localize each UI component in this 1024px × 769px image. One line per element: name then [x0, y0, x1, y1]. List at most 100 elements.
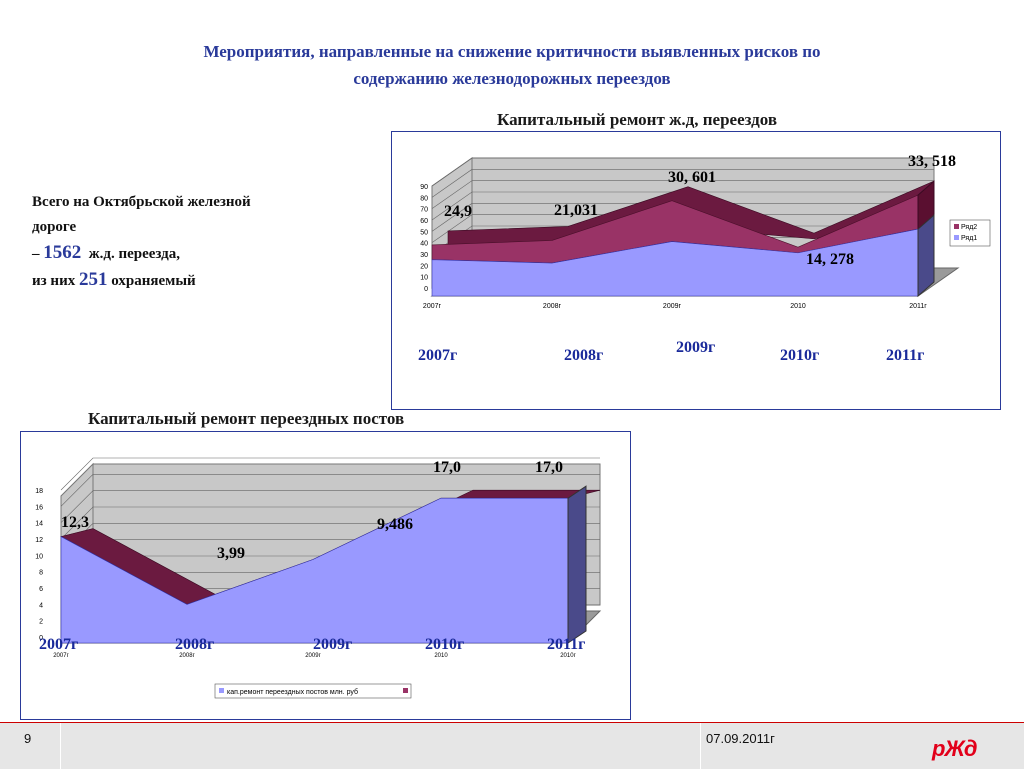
chart1-gridline: [431, 191, 934, 221]
chart2-legend-box: [214, 683, 412, 699]
summary-line4-prefix: из них: [32, 273, 79, 289]
chart2-y-tick: 4: [39, 602, 43, 609]
chart2-gridline: [60, 474, 600, 507]
chart1-y-tick: 50: [420, 229, 428, 236]
chart2-x-tick: 2007г: [53, 653, 69, 659]
footer-segment: [60, 723, 701, 769]
chart1-series1-side: [917, 213, 935, 298]
summary-line4-text: охраняемый: [107, 273, 196, 289]
summary-line3-text: ж.д. переезда,: [81, 246, 181, 262]
chart1-category-label: 2009г: [676, 339, 715, 356]
rzd-logo-mark: рЖд: [931, 736, 978, 761]
chart2-series-area: [60, 497, 569, 644]
guarded-crossings-count: 251: [78, 269, 108, 290]
chart1-y-tick: 30: [420, 252, 428, 259]
chart2-x-tick: 2009г: [305, 653, 321, 659]
chart1-legend-label-series2: Ряд2: [961, 224, 977, 231]
chart1-gridline: [431, 169, 934, 198]
chart2-data-label: 17,0: [535, 459, 563, 476]
chart1-legend-swatch-series2: [954, 224, 959, 229]
chart1-gridline: [431, 180, 934, 209]
page-title-line2: содержанию железнодорожных переездов: [353, 69, 671, 88]
chart1-series1-area: [431, 228, 919, 297]
chart1-gridline: [431, 214, 934, 243]
chart1-gridline: [431, 203, 934, 232]
chart2-category-label: 2010г: [425, 636, 464, 653]
chart1-data-label: 33, 518: [908, 153, 956, 170]
chart1-title: Капитальный ремонт ж.д, переездов: [497, 110, 778, 129]
chart2-y-tick: 12: [35, 537, 43, 544]
chart1-legend-swatch-series1: [954, 235, 959, 240]
chart1-category-label: 2008г: [564, 347, 603, 364]
chart1-y-tick: 70: [420, 207, 428, 214]
chart2-y-tick: 14: [35, 521, 43, 528]
chart1-y-tick: 10: [420, 275, 428, 282]
chart2-y-tick: 0: [39, 635, 43, 642]
chart1-panel: 0 10 20 30 40 50 60 70 80 90 2007г 2008г 2009г 2010 20…: [391, 131, 1001, 410]
chart2-data-label: 12,3: [61, 514, 89, 531]
chart2-legend: кап.ремонт переездных постов млн. руб: [214, 683, 412, 699]
chart1-gridline: [431, 157, 934, 187]
chart2-series-side: [567, 485, 587, 644]
chart2-data-label: 3,99: [217, 545, 245, 562]
chart1-category-label: 2010г: [780, 347, 819, 364]
summary-dash: –: [32, 246, 44, 262]
rzd-logo: рЖд: [930, 736, 990, 768]
chart2-category-label: 2008г: [175, 636, 214, 653]
chart1-category-label: 2007г: [418, 347, 457, 364]
chart1-x-tick: 2011г: [909, 303, 927, 310]
chart1-x-tick: 2009г: [663, 303, 682, 310]
footer-bar: [0, 722, 1024, 769]
chart1-data-label: 30, 601: [668, 169, 716, 186]
chart2-data-label: 9,486: [377, 516, 413, 533]
summary-line4: из них 251 охраняемый: [32, 267, 372, 294]
page-title: Мероприятия, направленные на снижение кр…: [60, 38, 964, 92]
chart2-y-tick: 6: [39, 586, 43, 593]
chart1-y-tick: 40: [420, 241, 428, 248]
chart1-y-tick: 0: [424, 286, 428, 293]
chart2-title: Капитальный ремонт переездных постов: [88, 409, 405, 428]
chart2-y-tick: 16: [35, 504, 43, 511]
chart1-data-label: 14, 278: [806, 251, 854, 268]
summary-line3: – 1562 ж.д. переезда,: [32, 240, 372, 267]
chart1-svg: 0 10 20 30 40 50 60 70 80 90 2007г 2008г 2009г 2010 20…: [418, 153, 991, 364]
chart1-y-tick: 20: [420, 263, 428, 270]
chart2-y-tick: 8: [39, 570, 43, 577]
chart2-category-label: 2011г: [547, 636, 585, 653]
chart2-data-label: 17,0: [433, 459, 461, 476]
chart2-x-tick: 2010: [434, 653, 448, 659]
chart2-y-tick: 18: [35, 488, 43, 495]
chart1-category-label: 2011г: [886, 347, 924, 364]
chart1-y-tick: 90: [420, 184, 428, 191]
chart1-data-label: 21,031: [554, 202, 598, 219]
chart1-x-tick: 2008г: [543, 303, 562, 310]
chart2-legend-swatch: [219, 688, 224, 693]
chart2-y-tick: 10: [35, 553, 43, 560]
chart1-legend: Ряд2 Ряд1: [949, 219, 991, 247]
chart1-x-tick: 2010: [790, 303, 806, 310]
chart1-data-label: 24,9: [444, 203, 472, 220]
chart2-category-label: 2007г: [39, 636, 78, 653]
summary-line1: Всего на Октябрьской железной: [32, 194, 251, 210]
footer-date: 07.09.2011г: [706, 731, 775, 746]
chart1-legend-label-series1: Ряд1: [961, 235, 977, 242]
chart2-x-tick: 2008г: [179, 653, 195, 659]
chart1-y-tick: 80: [420, 195, 428, 202]
page-number: 9: [24, 731, 32, 746]
chart2-x-tick: 2010г: [560, 653, 576, 659]
chart2-legend-swatch-2: [403, 688, 408, 693]
chart2-panel: 0 2 4 6 8 10 12 14 16 18 2007г 2008г 2009г 2010 2010г к…: [20, 431, 631, 720]
crossings-summary: Всего на Октябрьской железной дороге – 1…: [32, 190, 372, 294]
summary-line2: дороге: [32, 219, 77, 235]
total-crossings-count: 1562: [43, 242, 82, 263]
chart1-y-tick: 60: [420, 218, 428, 225]
chart2-y-tick: 2: [39, 619, 43, 626]
chart2-gridline: [60, 490, 600, 523]
page-title-line1: Мероприятия, направленные на снижение кр…: [203, 42, 821, 61]
chart2-gridline: [60, 457, 600, 491]
footer-segment: [0, 723, 61, 769]
svg-text:рЖд: рЖд: [931, 736, 977, 761]
chart2-legend-label: кап.ремонт переездных постов млн. руб: [227, 688, 358, 696]
chart1-x-tick: 2007г: [423, 303, 442, 310]
